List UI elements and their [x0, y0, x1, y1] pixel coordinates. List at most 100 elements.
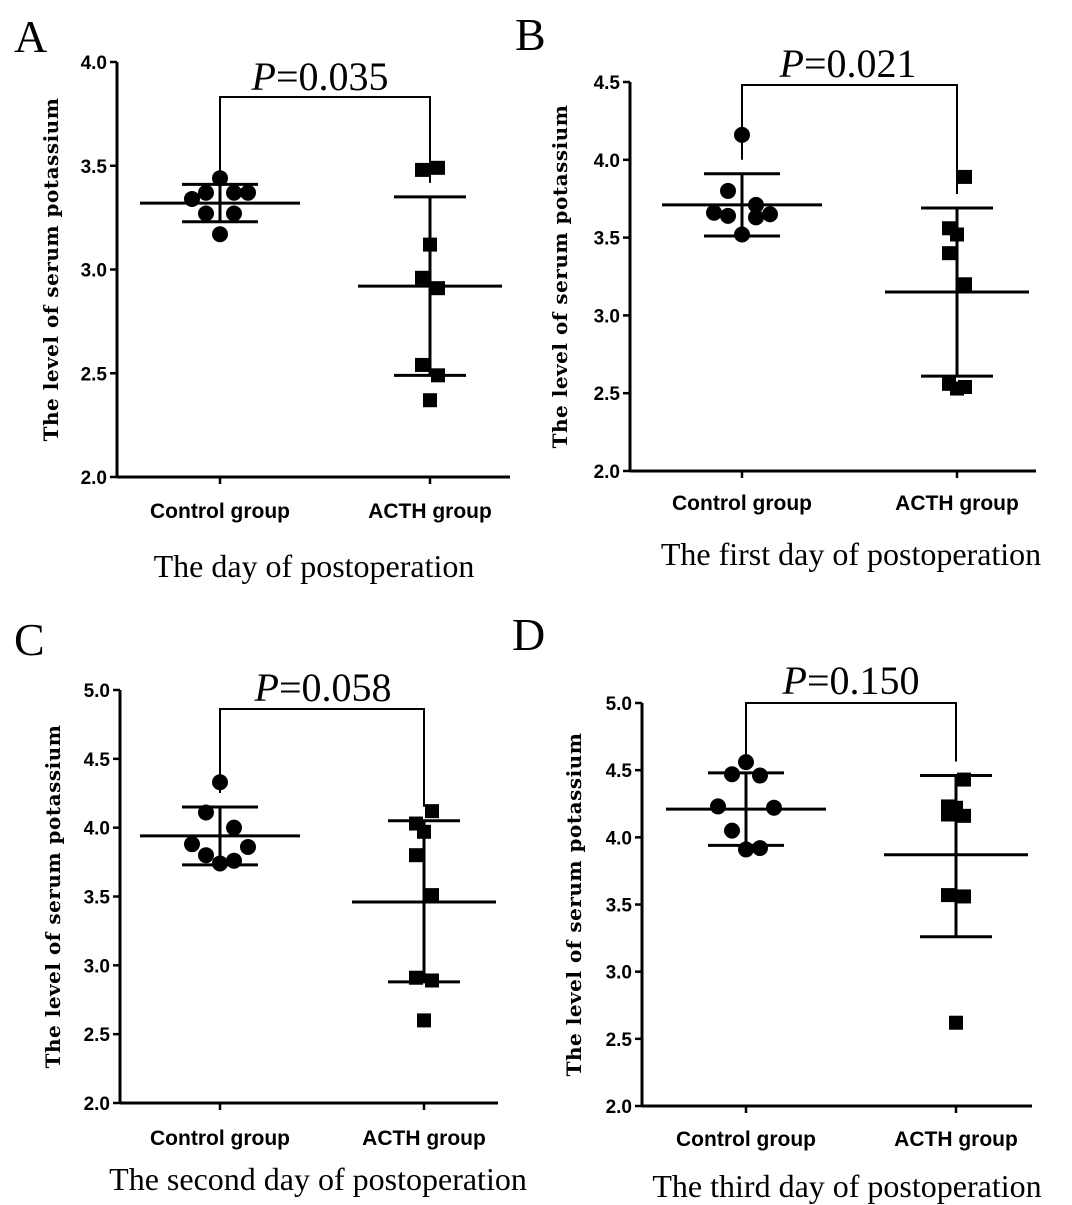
data-point-acth [941, 807, 955, 822]
data-point-control [724, 822, 740, 839]
y-tick-label: 3.5 [606, 896, 633, 917]
data-point-acth [423, 393, 437, 408]
data-point-control [710, 798, 726, 815]
panel-letter: C [14, 614, 45, 665]
y-tick-label: 4.5 [84, 750, 111, 771]
data-point-control [226, 205, 242, 222]
data-point-acth [949, 1015, 963, 1030]
y-tick-label: 2.0 [594, 462, 620, 483]
data-point-acth [957, 808, 971, 823]
data-point-control [198, 847, 214, 864]
y-tick-label: 4.0 [606, 828, 632, 849]
data-point-control [748, 209, 764, 226]
y-tick-label: 4.5 [594, 73, 621, 94]
data-point-control [762, 206, 778, 223]
panel-letter: B [515, 9, 546, 60]
y-tick-label: 3.0 [81, 261, 107, 282]
significance-bracket [745, 702, 957, 762]
panel-letter: A [14, 11, 47, 62]
x-tick-label: ACTH group [362, 1127, 486, 1150]
y-axis-title: The level of serum potassium [562, 733, 586, 1077]
data-point-acth [417, 824, 431, 839]
panel-letter: D [512, 609, 545, 660]
data-point-control [752, 767, 768, 784]
data-point-control [738, 841, 754, 858]
y-tick-label: 2.0 [606, 1097, 632, 1118]
y-tick-label: 2.5 [81, 364, 108, 385]
x-tick-label: Control group [672, 492, 812, 515]
data-point-control [748, 196, 764, 213]
data-point-control [240, 184, 256, 201]
data-point-acth [425, 973, 439, 988]
data-point-control [734, 226, 750, 243]
y-tick-label: 4.0 [594, 151, 620, 172]
y-tick-label: 4.0 [84, 819, 110, 840]
data-point-acth [415, 357, 429, 372]
data-point-acth [415, 270, 429, 285]
x-tick-label: Control group [676, 1128, 816, 1151]
data-point-acth [941, 888, 955, 903]
data-point-acth [958, 169, 972, 184]
data-point-control [720, 182, 736, 199]
data-point-acth [423, 237, 437, 252]
data-point-control [198, 804, 214, 821]
data-point-control [226, 852, 242, 869]
chart-panel-b: B 2.0 2.5 3.0 3.5 4.0 4.5 Control group ACTH gro… [515, 9, 1041, 572]
x-tick-label: Control group [150, 500, 290, 523]
y-tick-label: 4.0 [81, 53, 107, 74]
y-tick-label: 2.5 [594, 384, 621, 405]
p-value-label: P=0.035 [251, 54, 389, 99]
significance-bracket [219, 96, 431, 183]
x-axis-title: The day of postoperation [154, 548, 475, 584]
data-point-control [226, 184, 242, 201]
data-point-control [212, 226, 228, 243]
data-point-acth [957, 772, 971, 787]
data-point-control [198, 184, 214, 201]
y-tick-label: 5.0 [84, 681, 110, 702]
x-tick-label: ACTH group [368, 500, 492, 523]
y-tick-label: 3.0 [606, 963, 632, 984]
x-axis-title: The second day of postoperation [109, 1161, 527, 1197]
chart-panel-a: A 2.0 2.5 3.0 3.5 4.0 Control group ACTH group T… [14, 11, 510, 584]
p-value-label: P=0.150 [782, 658, 920, 703]
significance-bracket [219, 708, 425, 807]
data-point-control [212, 170, 228, 187]
data-point-control [226, 819, 242, 836]
y-tick-label: 3.5 [81, 157, 108, 178]
chart-panel-d: D 2.0 2.5 3.0 3.5 4.0 4.5 5.0 Control group ACTH … [512, 609, 1042, 1204]
data-point-acth [958, 277, 972, 292]
data-point-control [720, 207, 736, 224]
y-tick-label: 2.0 [84, 1094, 110, 1115]
data-point-control [184, 190, 200, 207]
data-point-acth [431, 281, 445, 296]
chart-panel-c: C 2.0 2.5 3.0 3.5 4.0 4.5 5.0 Control group ACTH … [14, 614, 527, 1197]
data-point-acth [950, 381, 964, 396]
data-point-acth [950, 227, 964, 242]
p-value-label: P=0.021 [779, 41, 917, 86]
y-tick-label: 2.5 [84, 1025, 111, 1046]
y-tick-label: 3.0 [594, 306, 620, 327]
y-tick-label: 3.5 [84, 888, 111, 909]
data-point-control [184, 836, 200, 853]
data-point-control [240, 838, 256, 855]
y-tick-label: 5.0 [606, 694, 632, 715]
significance-bracket [741, 84, 958, 195]
data-point-control [212, 855, 228, 872]
p-value-label: P=0.058 [254, 665, 392, 710]
data-point-acth [425, 804, 439, 819]
y-tick-label: 3.0 [84, 956, 110, 977]
y-tick-label: 4.5 [606, 761, 633, 782]
data-point-acth [431, 160, 445, 175]
data-point-control [198, 205, 214, 222]
y-axis-title: The level of serum potassium [548, 105, 572, 449]
data-point-control [734, 126, 750, 143]
data-point-control [738, 754, 754, 771]
x-tick-label: ACTH group [895, 492, 1019, 515]
data-point-control [724, 766, 740, 783]
data-point-acth [409, 970, 423, 985]
y-axis-title: The level of serum potassium [39, 98, 63, 442]
y-tick-label: 2.5 [606, 1030, 633, 1051]
data-point-acth [415, 162, 429, 177]
x-tick-label: ACTH group [894, 1128, 1018, 1151]
